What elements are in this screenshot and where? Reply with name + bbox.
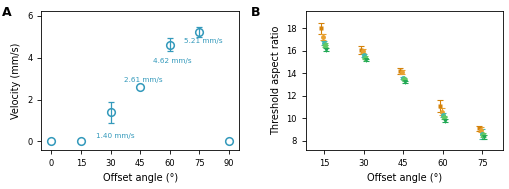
Y-axis label: Threshold aspect ratio: Threshold aspect ratio xyxy=(271,26,280,135)
Text: 1.40 mm/s: 1.40 mm/s xyxy=(96,133,134,139)
Text: 2.61 mm/s: 2.61 mm/s xyxy=(124,77,163,83)
Text: A: A xyxy=(2,6,12,19)
Text: 4.62 mm/s: 4.62 mm/s xyxy=(153,58,192,64)
Text: B: B xyxy=(250,6,260,19)
Text: 5.21 mm/s: 5.21 mm/s xyxy=(184,38,222,44)
Y-axis label: Velocity (mm/s): Velocity (mm/s) xyxy=(12,43,21,119)
X-axis label: Offset angle (°): Offset angle (°) xyxy=(367,174,442,184)
X-axis label: Offset angle (°): Offset angle (°) xyxy=(103,174,178,184)
